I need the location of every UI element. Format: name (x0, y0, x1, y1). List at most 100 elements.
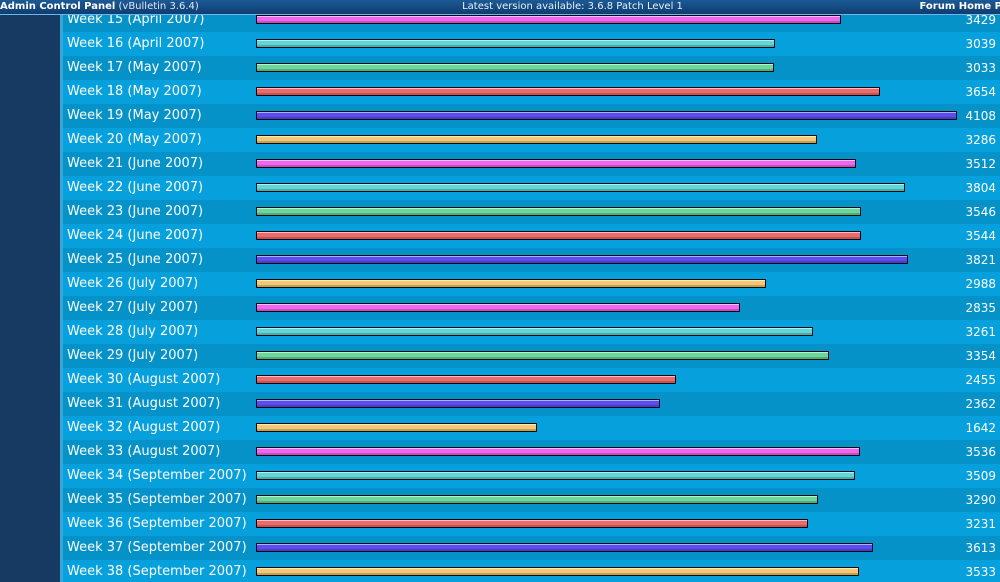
bar-value: 3654 (965, 85, 996, 99)
week-label: Week 15 (April 2007) (67, 12, 205, 27)
data-bar (256, 183, 905, 192)
bar-track (256, 327, 961, 336)
bar-value: 3536 (965, 445, 996, 459)
data-bar (256, 567, 859, 576)
table-row: Week 29 (July 2007) 3354 (63, 344, 1000, 368)
bar-track (256, 231, 961, 240)
app-version: (vBulletin 3.6.4) (118, 1, 199, 12)
data-bar (256, 87, 880, 96)
bar-track (256, 567, 961, 576)
table-row: Week 35 (September 2007) 3290 (63, 488, 1000, 512)
table-row: Week 18 (May 2007) 3654 (63, 80, 1000, 104)
week-label: Week 38 (September 2007) (67, 564, 247, 579)
bar-track (256, 471, 961, 480)
week-label: Week 34 (September 2007) (67, 468, 247, 483)
bar-value: 3033 (965, 61, 996, 75)
bar-value: 3286 (965, 133, 996, 147)
bar-track (256, 15, 961, 24)
forum-home-link[interactable]: Forum Home P (919, 1, 1000, 12)
latest-version-notice[interactable]: Latest version available: 3.6.8 Patch Le… (462, 1, 683, 12)
table-row: Week 30 (August 2007) 2455 (63, 368, 1000, 392)
bar-value: 3533 (965, 565, 996, 579)
bar-value: 2362 (965, 397, 996, 411)
sidebar (0, 15, 60, 582)
table-row: Week 34 (September 2007) 3509 (63, 464, 1000, 488)
bar-value: 4108 (965, 109, 996, 123)
table-row: Week 27 (July 2007) 2835 (63, 296, 1000, 320)
week-label: Week 18 (May 2007) (67, 84, 202, 99)
bar-track (256, 423, 961, 432)
app-title-text: Admin Control Panel (0, 1, 116, 12)
statistics-bar-chart: Week 15 (April 2007) 3429 Week 16 (April 2… (63, 8, 1000, 582)
app-title: Admin Control Panel (vBulletin 3.6.4) (0, 0, 199, 14)
table-row: Week 16 (April 2007) 3039 (63, 32, 1000, 56)
week-label: Week 25 (June 2007) (67, 252, 204, 267)
week-label: Week 30 (August 2007) (67, 372, 221, 387)
week-label: Week 22 (June 2007) (67, 180, 204, 195)
bar-track (256, 63, 961, 72)
data-bar (256, 135, 817, 144)
week-label: Week 17 (May 2007) (67, 60, 202, 75)
bar-value: 3546 (965, 205, 996, 219)
week-label: Week 26 (July 2007) (67, 276, 199, 291)
week-label: Week 19 (May 2007) (67, 108, 202, 123)
data-bar (256, 63, 774, 72)
bar-value: 3231 (965, 517, 996, 531)
table-row: Week 20 (May 2007) 3286 (63, 128, 1000, 152)
bar-value: 3804 (965, 181, 996, 195)
data-bar (256, 159, 856, 168)
data-bar (256, 111, 957, 120)
bar-track (256, 303, 961, 312)
data-bar (256, 399, 660, 408)
data-bar (256, 423, 537, 432)
bar-value: 3613 (965, 541, 996, 555)
week-label: Week 20 (May 2007) (67, 132, 202, 147)
bar-track (256, 447, 961, 456)
week-label: Week 29 (July 2007) (67, 348, 199, 363)
statistics-panel: Week 15 (April 2007) 3429 Week 16 (April 2… (60, 0, 1000, 582)
table-row: Week 37 (September 2007) 3613 (63, 536, 1000, 560)
bar-track (256, 351, 961, 360)
bar-track (256, 495, 961, 504)
week-label: Week 16 (April 2007) (67, 36, 205, 51)
table-row: Week 19 (May 2007) 4108 (63, 104, 1000, 128)
bar-track (256, 87, 961, 96)
bar-value: 3512 (965, 157, 996, 171)
table-row: Week 28 (July 2007) 3261 (63, 320, 1000, 344)
bar-track (256, 39, 961, 48)
bar-value: 2455 (965, 373, 996, 387)
data-bar (256, 255, 908, 264)
table-row: Week 32 (August 2007) 1642 (63, 416, 1000, 440)
week-label: Week 27 (July 2007) (67, 300, 199, 315)
bar-track (256, 519, 961, 528)
data-bar (256, 15, 841, 24)
data-bar (256, 39, 775, 48)
bar-value: 3290 (965, 493, 996, 507)
bar-value: 3821 (965, 253, 996, 267)
week-label: Week 37 (September 2007) (67, 540, 247, 555)
table-row: Week 33 (August 2007) 3536 (63, 440, 1000, 464)
bar-value: 3354 (965, 349, 996, 363)
week-label: Week 21 (June 2007) (67, 156, 204, 171)
bar-value: 3544 (965, 229, 996, 243)
top-bar: Admin Control Panel (vBulletin 3.6.4) La… (0, 0, 1000, 15)
data-bar (256, 327, 813, 336)
table-row: Week 24 (June 2007) 3544 (63, 224, 1000, 248)
bar-track (256, 399, 961, 408)
bar-value: 3429 (965, 13, 996, 27)
table-row: Week 25 (June 2007) 3821 (63, 248, 1000, 272)
data-bar (256, 495, 818, 504)
table-row: Week 21 (June 2007) 3512 (63, 152, 1000, 176)
bar-track (256, 279, 961, 288)
data-bar (256, 207, 861, 216)
bar-track (256, 183, 961, 192)
data-bar (256, 447, 860, 456)
data-bar (256, 279, 766, 288)
bar-value: 3509 (965, 469, 996, 483)
table-row: Week 36 (September 2007) 3231 (63, 512, 1000, 536)
bar-value: 2835 (965, 301, 996, 315)
bar-track (256, 255, 961, 264)
bar-track (256, 207, 961, 216)
week-label: Week 23 (June 2007) (67, 204, 204, 219)
bar-value: 2988 (965, 277, 996, 291)
